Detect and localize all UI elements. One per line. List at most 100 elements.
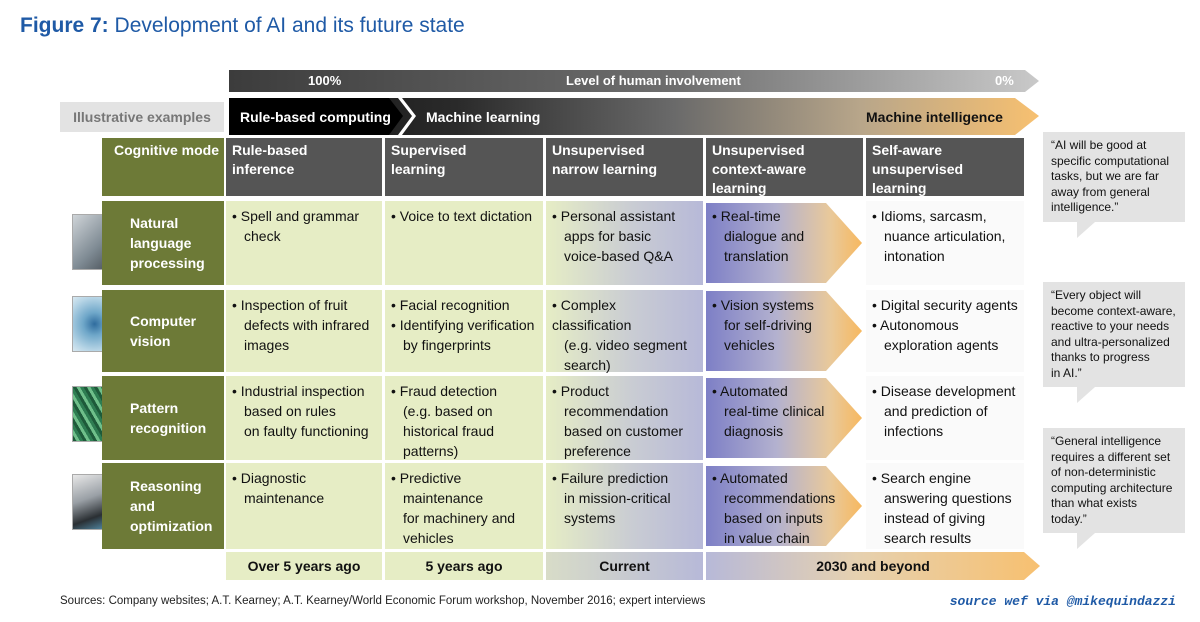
cell-line: recommendation [564, 403, 669, 419]
cell-line: search results [884, 530, 972, 546]
cell-line: • Automated [712, 383, 788, 399]
column-header-line: Self-aware [872, 142, 943, 158]
cell-line: • Facial recognition [391, 297, 510, 313]
column-header-line: inference [232, 161, 295, 177]
cell-nlp-unsupervised-narrow: • Personal assistant apps for basic voice-… [546, 201, 703, 285]
row-label-line: optimization [130, 518, 213, 534]
cell-line: • Fraud detection [391, 383, 498, 399]
cell-line: maintenance [403, 490, 484, 506]
column-header-supervised: Supervised learning [385, 138, 543, 196]
credit-line: source wef via @mikequindazzi [949, 594, 1176, 609]
column-header-self-aware: Self-aware unsupervised learning [866, 138, 1024, 196]
cell-line: images [244, 337, 290, 353]
cell-line: (e.g. video segment [564, 337, 687, 353]
quote-line: tasks, but we are far [1051, 169, 1160, 183]
quote-line: “AI will be good at [1051, 138, 1147, 152]
cell-line: • Vision systems [712, 297, 814, 313]
involvement-left-label: 100% [308, 73, 342, 88]
cell-line: maintenance [244, 490, 325, 506]
cell-cv-supervised: • Facial recognition • Identifying verifi… [385, 290, 543, 372]
cell-line: recommendations [724, 490, 836, 506]
row-label-line: Reasoning [130, 478, 202, 494]
cell-line: • Spell and grammar [232, 208, 360, 224]
cell-cv-unsupervised-context: • Vision systems for self-driving vehicles [706, 290, 863, 372]
involvement-label: Level of human involvement [566, 73, 741, 88]
quote-line: away from general [1051, 184, 1150, 199]
phase-machine-intelligence: Machine intelligence [866, 109, 1003, 125]
quote-line: requires a different set [1051, 449, 1171, 464]
cell-line: • Disease development [872, 383, 1016, 399]
cell-line: for machinery and [403, 510, 516, 526]
cell-cv-self-aware: • Digital security agents • Autonomous exp… [866, 290, 1024, 372]
quote-bubble-3: “General intelligence requires a differen… [1043, 428, 1185, 549]
cell-line: intonation [884, 248, 945, 264]
timeline-current: Current [546, 552, 703, 580]
row-label-nlp: Natural language processing [102, 201, 224, 285]
cell-line: • Idioms, sarcasm, [872, 208, 987, 224]
quote-line: reactive to your needs [1051, 319, 1170, 333]
cell-pr-unsupervised-narrow: • Product recommendation based on customer… [546, 376, 703, 460]
quote-line: than what exists [1051, 496, 1138, 510]
cell-line: based on rules [244, 403, 336, 419]
quote-line: of non-deterministic [1051, 465, 1156, 479]
cell-line: • Digital security agents [872, 297, 1018, 313]
column-header-line: Unsupervised [712, 142, 805, 158]
cell-line: diagnosis [724, 423, 784, 439]
timeline-5-years: 5 years ago [385, 552, 543, 580]
column-header-line: context-aware learning [712, 161, 807, 196]
cell-line: and prediction of [884, 403, 988, 419]
future-arrow [706, 203, 862, 283]
cell-line: • Inspection of fruit [232, 297, 348, 313]
cell-nlp-self-aware: • Idioms, sarcasm, nuance articulation, in… [866, 201, 1024, 285]
cell-line: real-time clinical [724, 403, 825, 419]
row-label-computer-vision: Computer vision [102, 290, 224, 372]
quote-bubble-1: “AI will be good at specific computationa… [1043, 132, 1185, 237]
figure-number: Figure 7: [20, 14, 109, 37]
cell-pr-unsupervised-context: • Automated real-time clinical diagnosis [706, 376, 863, 460]
cell-ro-supervised: • Predictive maintenance for machinery and… [385, 463, 543, 549]
cell-line: • Diagnostic [232, 470, 307, 486]
cell-line: for self-driving [724, 317, 812, 333]
quote-line: and ultra-personalized [1051, 334, 1170, 349]
cell-line: search) [564, 357, 611, 373]
cell-cv-rule-based: • Inspection of fruit defects with infrar… [226, 290, 382, 372]
row-label-line: vision [130, 333, 171, 349]
row-label-reasoning: Reasoning and optimization [102, 463, 224, 549]
phase-rule-based-block [229, 98, 403, 135]
cell-pr-self-aware: • Disease development and prediction of in… [866, 376, 1024, 460]
row-label-line: Pattern [130, 400, 179, 416]
cell-line: historical fraud [403, 423, 495, 439]
column-header-line: learning [391, 161, 446, 177]
cell-line: based on inputs [724, 510, 823, 526]
quote-line: become context-aware, [1051, 303, 1176, 318]
quote-line: specific computational [1051, 153, 1170, 168]
phase-machine-learning: Machine learning [426, 109, 541, 125]
quote-line: thanks to progress [1051, 350, 1150, 364]
cell-line: instead of giving [884, 510, 986, 526]
cell-ro-unsupervised-context: • Automated recommendations based on input… [706, 463, 863, 549]
column-header-unsupervised-narrow: Unsupervised narrow learning [546, 138, 703, 196]
human-involvement-arrow [229, 70, 1039, 92]
figure-title: Figure 7: Development of AI and its futu… [20, 14, 465, 38]
cell-line: voice-based Q&A [564, 248, 673, 264]
row-label-line: Natural [130, 215, 179, 231]
column-header-line: unsupervised learning [872, 161, 964, 196]
cell-line: • Autonomous [872, 317, 959, 333]
cell-line: • Personal assistant [552, 208, 676, 224]
cell-ro-self-aware: • Search engine answering questions instea… [866, 463, 1024, 549]
cell-line: in value chain [724, 530, 810, 546]
quote-line: in AI.” [1051, 365, 1082, 380]
cell-line: in mission-critical [564, 490, 671, 506]
cell-line: vehicles [403, 530, 454, 546]
cell-line: • Product [552, 383, 610, 399]
cell-line: preference [564, 443, 631, 459]
future-arrow [706, 291, 862, 371]
quote-line: “General intelligence [1051, 434, 1162, 448]
cell-line: based on customer [564, 423, 684, 439]
quote-line: computing architecture [1051, 480, 1173, 495]
cell-line: (e.g. based on [403, 403, 493, 419]
column-header-line: Rule-based [232, 142, 308, 158]
cell-line: • Complex classification [552, 297, 632, 333]
cell-line: nuance articulation, [884, 228, 1006, 244]
cell-cv-unsupervised-narrow: • Complex classification (e.g. video segm… [546, 290, 703, 373]
